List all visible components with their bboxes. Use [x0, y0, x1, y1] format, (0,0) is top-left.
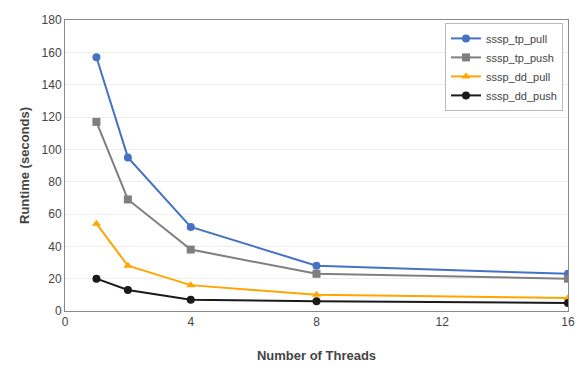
- svg-text:sssp_dd_pull: sssp_dd_pull: [486, 71, 550, 83]
- svg-text:sssp_tp_push: sssp_tp_push: [486, 52, 554, 64]
- svg-text:80: 80: [48, 175, 62, 189]
- svg-text:16: 16: [561, 315, 575, 329]
- svg-text:sssp_dd_push: sssp_dd_push: [486, 90, 557, 102]
- svg-text:0: 0: [55, 304, 62, 318]
- svg-text:40: 40: [48, 240, 62, 254]
- svg-text:140: 140: [42, 78, 62, 92]
- svg-text:60: 60: [48, 207, 62, 221]
- svg-text:0: 0: [62, 315, 69, 329]
- svg-text:120: 120: [42, 110, 62, 124]
- svg-text:8: 8: [313, 315, 320, 329]
- svg-text:Number of Threads: Number of Threads: [257, 348, 376, 363]
- svg-text:160: 160: [42, 46, 62, 60]
- svg-text:20: 20: [48, 272, 62, 286]
- svg-text:12: 12: [436, 315, 450, 329]
- svg-text:180: 180: [42, 13, 62, 27]
- svg-text:4: 4: [187, 315, 194, 329]
- svg-text:Runtime (seconds): Runtime (seconds): [17, 107, 32, 224]
- svg-text:100: 100: [42, 143, 62, 157]
- svg-text:sssp_tp_pull: sssp_tp_pull: [486, 33, 547, 45]
